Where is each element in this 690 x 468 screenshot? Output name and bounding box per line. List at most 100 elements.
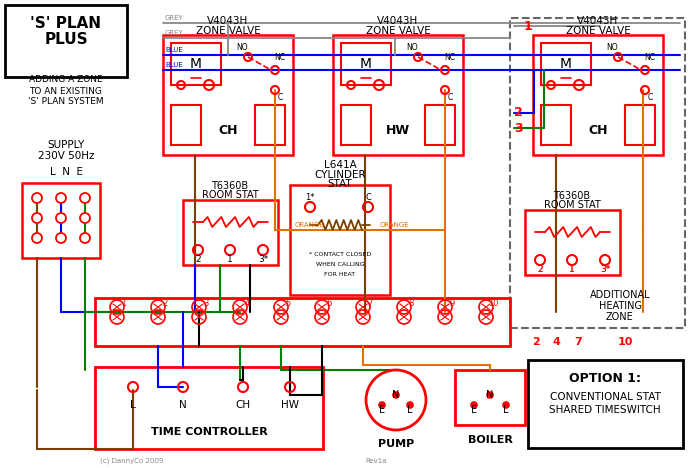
- Text: 9: 9: [449, 300, 455, 308]
- Text: NC: NC: [644, 52, 656, 61]
- Text: 1: 1: [121, 300, 127, 308]
- Circle shape: [407, 402, 413, 408]
- Text: HW: HW: [281, 400, 299, 410]
- Text: T6360B: T6360B: [553, 191, 591, 201]
- Text: E: E: [471, 405, 477, 415]
- Text: E: E: [379, 405, 385, 415]
- Text: SHARED TIMESWITCH: SHARED TIMESWITCH: [549, 405, 661, 415]
- Text: NO: NO: [607, 43, 618, 51]
- Text: NO: NO: [406, 43, 418, 51]
- Text: NO: NO: [236, 43, 248, 51]
- Text: GREY: GREY: [165, 30, 184, 36]
- Text: PUMP: PUMP: [378, 439, 414, 449]
- Text: 230V 50Hz: 230V 50Hz: [38, 151, 95, 161]
- Text: C: C: [447, 93, 453, 102]
- Text: 6: 6: [326, 300, 332, 308]
- Bar: [5, 5, 127, 77]
- Text: 3*: 3*: [600, 265, 610, 275]
- Text: Rev1a: Rev1a: [365, 458, 386, 464]
- Text: ORANGE: ORANGE: [380, 222, 410, 228]
- Text: CH: CH: [589, 124, 608, 137]
- Text: C: C: [647, 93, 653, 102]
- Bar: [528, 360, 683, 448]
- Text: L: L: [130, 400, 136, 410]
- Text: 8: 8: [408, 300, 414, 308]
- Text: 2: 2: [162, 300, 168, 308]
- Text: TO AN EXISTING: TO AN EXISTING: [30, 87, 102, 95]
- Text: CONVENTIONAL STAT: CONVENTIONAL STAT: [549, 392, 660, 402]
- Text: 4: 4: [552, 337, 560, 347]
- Text: SUPPLY: SUPPLY: [48, 140, 85, 150]
- Text: BLUE: BLUE: [165, 47, 183, 53]
- Bar: [425, 105, 455, 145]
- Text: 3: 3: [514, 122, 522, 134]
- Text: ZONE VALVE: ZONE VALVE: [196, 26, 260, 36]
- Bar: [255, 105, 285, 145]
- Circle shape: [487, 392, 493, 398]
- Text: 7: 7: [574, 337, 582, 347]
- Bar: [290, 185, 390, 295]
- Text: N: N: [486, 390, 493, 400]
- Text: ADDING A ZONE: ADDING A ZONE: [29, 75, 103, 85]
- Bar: [525, 210, 620, 275]
- Text: 1: 1: [524, 20, 533, 32]
- Text: NC: NC: [275, 52, 286, 61]
- Text: 'S' PLAN SYSTEM: 'S' PLAN SYSTEM: [28, 97, 104, 107]
- Bar: [510, 18, 685, 328]
- Text: 1: 1: [227, 256, 233, 264]
- Bar: [163, 35, 293, 155]
- Text: 3*: 3*: [258, 256, 268, 264]
- Bar: [541, 43, 591, 85]
- Text: ROOM STAT: ROOM STAT: [544, 200, 600, 210]
- Bar: [341, 105, 371, 145]
- Text: 2: 2: [195, 256, 201, 264]
- Text: L: L: [407, 405, 413, 415]
- Circle shape: [471, 402, 477, 408]
- Text: ADDITIONAL: ADDITIONAL: [590, 290, 650, 300]
- Bar: [22, 183, 100, 258]
- Text: L641A: L641A: [324, 160, 356, 170]
- Text: 10: 10: [488, 300, 498, 308]
- Text: CH: CH: [218, 124, 238, 137]
- Bar: [183, 200, 278, 265]
- Text: BOILER: BOILER: [468, 435, 513, 445]
- Bar: [95, 298, 510, 346]
- Text: FOR HEAT: FOR HEAT: [324, 272, 355, 278]
- Text: ZONE VALVE: ZONE VALVE: [566, 26, 631, 36]
- Text: 1: 1: [569, 265, 575, 275]
- Text: * CONTACT CLOSED: * CONTACT CLOSED: [309, 253, 371, 257]
- Bar: [541, 105, 571, 145]
- Text: WHEN CALLING: WHEN CALLING: [316, 263, 364, 268]
- Circle shape: [503, 402, 509, 408]
- Text: 3*: 3*: [600, 265, 610, 275]
- Text: T6360B: T6360B: [211, 181, 248, 191]
- Text: 1: 1: [569, 265, 575, 275]
- Text: ZONE: ZONE: [606, 312, 634, 322]
- Text: V4043H: V4043H: [578, 16, 619, 26]
- Text: ZONE VALVE: ZONE VALVE: [366, 26, 431, 36]
- Text: 7: 7: [367, 300, 373, 308]
- Text: 2: 2: [532, 337, 540, 347]
- Text: 2: 2: [514, 107, 523, 119]
- Text: HEATING: HEATING: [598, 301, 642, 311]
- Text: C: C: [365, 192, 371, 202]
- Text: M: M: [190, 57, 202, 71]
- Text: 10: 10: [618, 337, 633, 347]
- Bar: [95, 367, 323, 449]
- Text: PLUS: PLUS: [44, 32, 88, 47]
- Bar: [171, 43, 221, 85]
- Text: NC: NC: [444, 52, 455, 61]
- Text: 1*: 1*: [305, 192, 315, 202]
- Text: C: C: [277, 93, 283, 102]
- Text: L: L: [503, 405, 509, 415]
- Text: CYLINDER: CYLINDER: [314, 170, 366, 180]
- Text: 4: 4: [244, 300, 250, 308]
- Text: OPTION 1:: OPTION 1:: [569, 372, 641, 385]
- Text: GREY: GREY: [165, 15, 184, 21]
- Text: STAT: STAT: [328, 179, 353, 189]
- Text: TIME CONTROLLER: TIME CONTROLLER: [150, 427, 268, 437]
- Bar: [333, 35, 463, 155]
- Text: BLUE: BLUE: [165, 62, 183, 68]
- Text: 5: 5: [286, 300, 290, 308]
- Text: 3: 3: [204, 300, 208, 308]
